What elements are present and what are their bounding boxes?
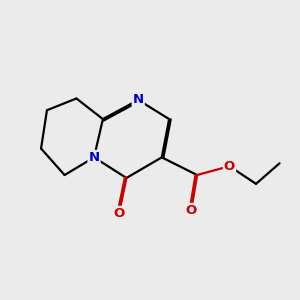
Text: N: N [133, 93, 144, 106]
Text: O: O [113, 207, 125, 220]
Text: N: N [88, 151, 100, 164]
Text: O: O [186, 204, 197, 217]
Text: O: O [224, 160, 235, 173]
